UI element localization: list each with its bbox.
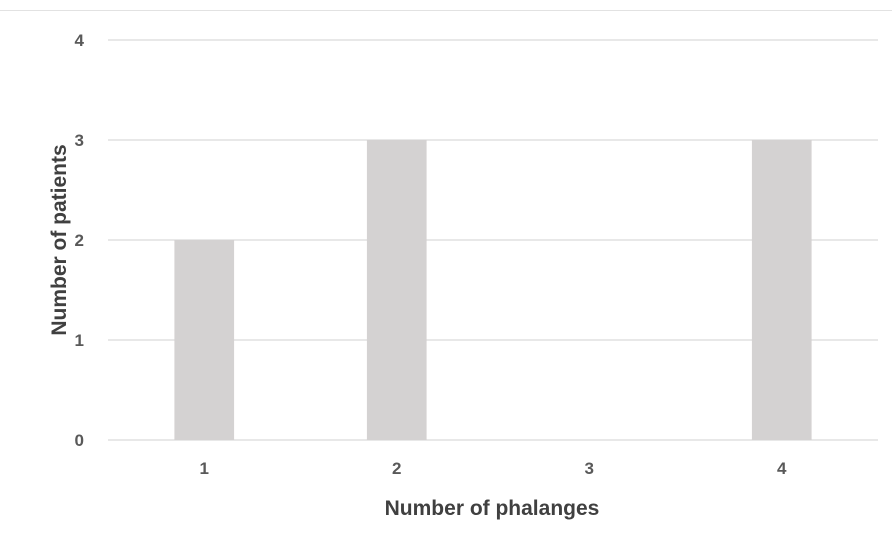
- gridlines: [108, 39, 878, 441]
- x-tick-label-4: 4: [777, 459, 787, 478]
- y-tick-label-3: 3: [75, 131, 84, 150]
- bar-2: [366, 140, 427, 440]
- x-tick-label-1: 1: [200, 459, 209, 478]
- bar-4: [751, 140, 812, 440]
- top-divider: [0, 10, 892, 11]
- y-axis-title: Number of patients: [48, 144, 71, 335]
- x-axis-title: Number of phalanges: [385, 497, 600, 520]
- y-tick-label-4: 4: [75, 31, 85, 50]
- axes: 0 1 2 3 4 1 2 3 4: [75, 31, 787, 478]
- y-tick-label-1: 1: [75, 331, 84, 350]
- y-tick-label-0: 0: [75, 431, 84, 450]
- x-tick-label-2: 2: [392, 459, 401, 478]
- bar-1: [174, 240, 235, 440]
- x-tick-label-3: 3: [585, 459, 594, 478]
- y-tick-label-2: 2: [75, 231, 84, 250]
- bars: [174, 140, 812, 440]
